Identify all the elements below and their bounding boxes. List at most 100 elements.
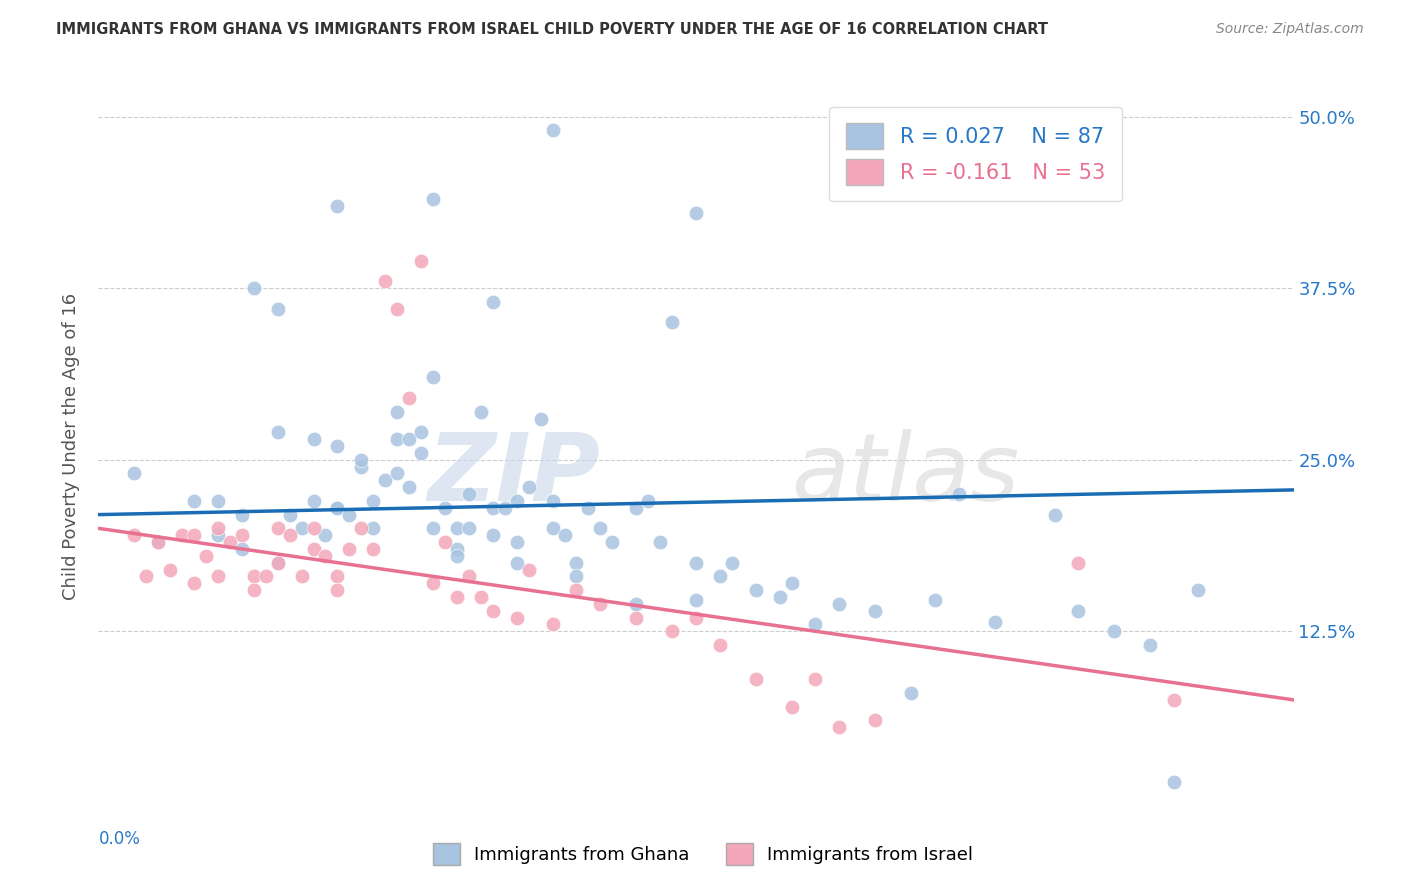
Point [315, 528, 337, 542]
Point [506, 610, 529, 624]
Point [1163, 775, 1185, 789]
Point [159, 562, 181, 576]
Legend: R = 0.027    N = 87, R = -0.161   N = 53: R = 0.027 N = 87, R = -0.161 N = 53 [830, 107, 1122, 202]
Point [278, 508, 301, 522]
Point [458, 487, 481, 501]
Point [541, 494, 564, 508]
Point [302, 494, 325, 508]
Point [626, 500, 648, 515]
Point [482, 528, 505, 542]
Y-axis label: Child Poverty Under the Age of 16: Child Poverty Under the Age of 16 [62, 293, 80, 599]
Point [1067, 556, 1090, 570]
Point [900, 686, 922, 700]
Point [554, 528, 576, 542]
Point [422, 576, 444, 591]
Point [411, 446, 433, 460]
Point [339, 541, 361, 556]
Point [685, 205, 707, 219]
Point [172, 528, 194, 542]
Point [267, 301, 290, 316]
Point [661, 316, 683, 330]
Point [1187, 583, 1209, 598]
Point [745, 583, 768, 598]
Point [124, 528, 146, 542]
Point [350, 459, 373, 474]
Point [411, 253, 433, 268]
Point [315, 549, 337, 563]
Point [422, 521, 444, 535]
Point [685, 610, 707, 624]
Point [828, 597, 851, 611]
Point [207, 528, 229, 542]
Legend: Immigrants from Ghana, Immigrants from Israel: Immigrants from Ghana, Immigrants from I… [423, 834, 983, 874]
Point [374, 274, 396, 288]
Point [541, 521, 564, 535]
Point [482, 500, 505, 515]
Point [195, 549, 218, 563]
Point [1043, 508, 1066, 522]
Point [458, 569, 481, 583]
Point [984, 615, 1007, 629]
Point [231, 508, 253, 522]
Point [267, 556, 290, 570]
Point [326, 583, 349, 598]
Point [385, 467, 409, 481]
Point [650, 535, 672, 549]
Point [446, 549, 468, 563]
Point [243, 569, 266, 583]
Point [602, 535, 624, 549]
Point [565, 556, 588, 570]
Point [267, 556, 290, 570]
Point [398, 432, 420, 446]
Point [637, 494, 659, 508]
Point [148, 535, 170, 549]
Point [482, 294, 505, 309]
Point [685, 556, 707, 570]
Point [709, 569, 731, 583]
Point [363, 494, 385, 508]
Point [302, 521, 325, 535]
Point [183, 528, 205, 542]
Text: Source: ZipAtlas.com: Source: ZipAtlas.com [1216, 22, 1364, 37]
Point [350, 521, 373, 535]
Point [350, 452, 373, 467]
Point [565, 569, 588, 583]
Text: ZIP: ZIP [427, 428, 600, 521]
Point [422, 370, 444, 384]
Point [326, 500, 349, 515]
Point [207, 569, 229, 583]
Point [506, 556, 529, 570]
Point [291, 569, 314, 583]
Point [291, 521, 314, 535]
Text: atlas: atlas [792, 429, 1019, 520]
Point [446, 590, 468, 604]
Point [326, 500, 349, 515]
Point [124, 467, 146, 481]
Point [398, 391, 420, 405]
Point [207, 521, 229, 535]
Point [231, 528, 253, 542]
Point [363, 541, 385, 556]
Point [626, 610, 648, 624]
Point [458, 521, 481, 535]
Point [924, 592, 946, 607]
Point [434, 500, 457, 515]
Point [494, 500, 516, 515]
Point [828, 720, 851, 734]
Point [517, 562, 540, 576]
Point [422, 192, 444, 206]
Text: IMMIGRANTS FROM GHANA VS IMMIGRANTS FROM ISRAEL CHILD POVERTY UNDER THE AGE OF 1: IMMIGRANTS FROM GHANA VS IMMIGRANTS FROM… [56, 22, 1049, 37]
Point [434, 535, 457, 549]
Point [721, 556, 744, 570]
Point [517, 480, 540, 494]
Point [661, 624, 683, 639]
Point [589, 521, 612, 535]
Point [135, 569, 157, 583]
Point [541, 617, 564, 632]
Point [626, 597, 648, 611]
Point [1104, 624, 1126, 639]
Point [780, 576, 803, 591]
Point [339, 508, 361, 522]
Point [385, 301, 409, 316]
Point [865, 714, 887, 728]
